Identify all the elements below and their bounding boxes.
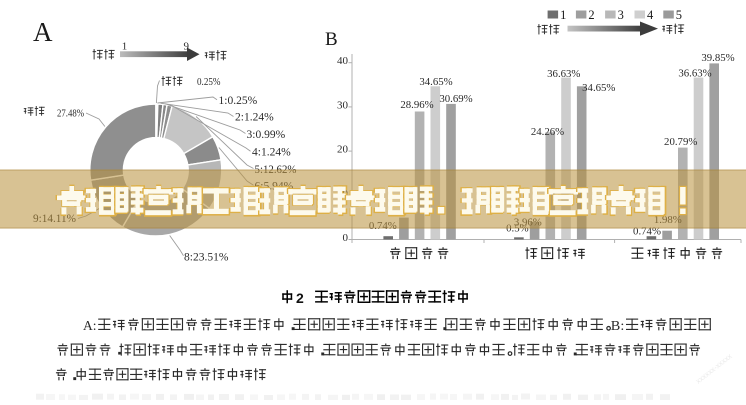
svg-text:20.79%: 20.79%: [664, 136, 697, 148]
svg-text:8:23.51%: 8:23.51%: [184, 252, 229, 264]
svg-text:34.65%: 34.65%: [419, 76, 452, 88]
svg-text:A:: A:: [83, 318, 97, 333]
svg-text:20: 20: [337, 144, 349, 156]
svg-text:30: 30: [337, 99, 349, 111]
svg-text:27.48%: 27.48%: [57, 108, 84, 120]
svg-text:A: A: [33, 17, 53, 47]
svg-text:B: B: [325, 29, 338, 50]
svg-text:30.69%: 30.69%: [439, 93, 472, 105]
svg-text:2:1.24%: 2:1.24%: [235, 111, 274, 123]
svg-text:3:0.99%: 3:0.99%: [247, 129, 286, 141]
svg-text:36.63%: 36.63%: [678, 68, 711, 80]
svg-text:2: 2: [588, 8, 594, 22]
svg-text:2: 2: [296, 290, 304, 306]
svg-text:1: 1: [122, 41, 128, 53]
svg-text:0: 0: [343, 232, 349, 244]
svg-text:1:0.25%: 1:0.25%: [219, 95, 258, 107]
svg-text:39.85%: 39.85%: [701, 52, 734, 64]
svg-text:24.26%: 24.26%: [531, 126, 564, 138]
svg-text:3: 3: [618, 8, 624, 22]
svg-text:36.63%: 36.63%: [547, 68, 580, 80]
svg-text:B:: B:: [611, 318, 625, 333]
svg-text:28.96%: 28.96%: [400, 99, 433, 111]
svg-text:4: 4: [647, 8, 654, 22]
svg-text:9: 9: [184, 41, 190, 53]
svg-text:34.65%: 34.65%: [582, 82, 615, 94]
svg-text:0.25%: 0.25%: [197, 76, 221, 88]
svg-text:5: 5: [676, 8, 682, 22]
svg-text:1: 1: [560, 8, 566, 22]
svg-text:40: 40: [337, 55, 349, 67]
svg-text:4:1.24%: 4:1.24%: [252, 146, 291, 158]
